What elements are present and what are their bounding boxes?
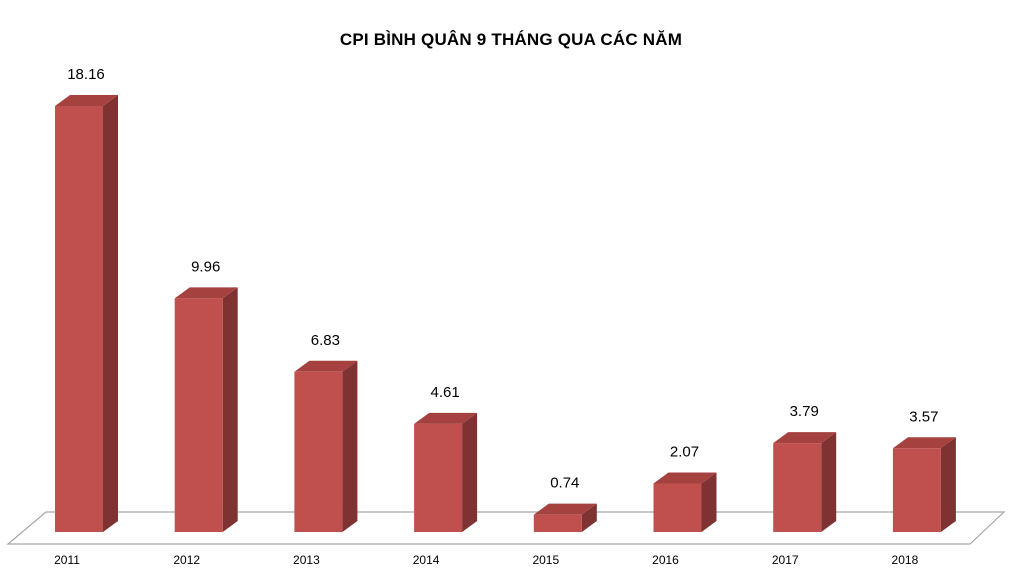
bar-2011 [55,95,118,532]
bar-front-2016 [653,483,702,532]
data-label-2013: 6.83 [311,332,340,349]
x-tick-2013: 2013 [293,553,320,567]
data-labels-group: 18.16 9.96 6.83 4.61 0.74 2.07 3.79 3.57 [67,66,938,492]
bar-side-2012 [222,287,238,532]
data-label-2011: 18.16 [67,66,105,83]
bar-front-2017 [773,443,822,532]
x-tick-2014: 2014 [413,553,440,567]
x-tick-2018: 2018 [892,553,919,567]
bar-top-2013 [294,360,358,372]
x-tick-2012: 2012 [173,553,200,567]
bar-side-2014 [462,412,478,532]
bar-2013 [294,360,358,532]
bar-2012 [174,287,238,532]
bar-top-2016 [653,472,717,484]
bar-side-2018 [940,437,956,532]
bar-front-2015 [533,514,582,532]
bar-top-2014 [414,412,478,424]
chart-floor [6,511,1006,545]
bar-side-2016 [701,472,717,532]
bar-top-2017 [773,432,837,444]
bar-top-2012 [174,287,238,299]
bar-2015 [533,503,597,532]
bar-2017 [773,432,837,532]
bars-group [55,95,956,532]
x-tick-2016: 2016 [652,553,679,567]
x-axis-ticks-group: 2011 2012 2013 2014 2015 2016 2017 2018 [54,553,918,567]
x-tick-2015: 2015 [532,553,559,567]
bar-2014 [414,412,478,532]
bar-side-2013 [342,360,358,532]
x-tick-2017: 2017 [772,553,799,567]
data-label-2012: 9.96 [191,258,220,275]
bar-top-2011 [55,95,118,106]
bar-side-2015 [581,503,597,532]
chart-title: CPI BÌNH QUÂN 9 THÁNG QUA CÁC NĂM [339,30,683,49]
bar-2016 [653,472,717,532]
data-label-2015: 0.74 [550,475,579,492]
data-label-2014: 4.61 [430,384,459,401]
bar-2018 [892,437,956,532]
bar-front-2014 [414,423,463,532]
bar-front-2013 [294,371,343,532]
bar-front-2011 [55,106,103,532]
data-label-2017: 3.79 [790,403,819,420]
data-label-2018: 3.57 [909,408,938,425]
bar-side-2011 [103,95,118,532]
bar-front-2018 [892,448,941,532]
x-tick-2011: 2011 [54,553,80,567]
data-label-2016: 2.07 [670,443,699,460]
bar-front-2012 [174,298,223,532]
bar-top-2018 [892,437,956,449]
bar-top-2015 [533,503,597,515]
bar-side-2017 [821,432,837,532]
